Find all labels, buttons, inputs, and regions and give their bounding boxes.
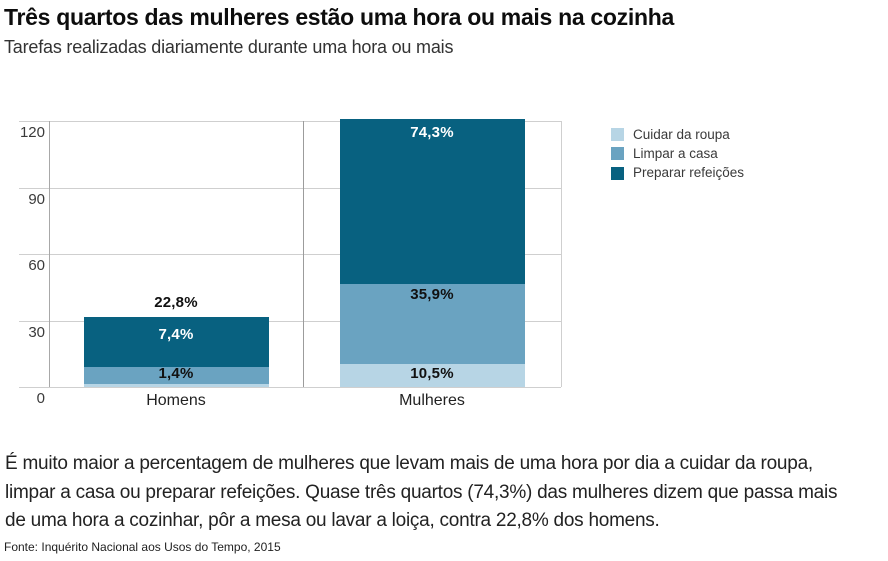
chart-legend: Cuidar da roupa Limpar a casa Preparar ref… (611, 125, 744, 183)
page-title: Três quartos das mulheres estão uma hora… (4, 4, 674, 30)
legend-swatch-icon (611, 147, 624, 161)
panel-divider-line (303, 121, 304, 387)
bar-value-label-limpar-a-casa-mulheres: 35,9% (410, 286, 454, 303)
x-axis-label-mulheres: Mulheres (399, 392, 465, 409)
bar-segment-preparar-refeicoes-homens (83, 316, 269, 368)
source-note: Fonte: Inquérito Nacional aos Usos do Te… (4, 540, 281, 554)
gridline-90 (19, 187, 561, 189)
y-tick-label-90: 90 (28, 190, 45, 208)
bar-segment-limpar-a-casa-homens (83, 367, 269, 384)
body-text: É muito maior a percentagem de mulheres … (5, 453, 838, 531)
y-tick-label-30: 30 (28, 323, 45, 341)
legend-swatch-icon (611, 128, 624, 142)
legend-item-preparar-refeicoes: Preparar refeições (611, 164, 744, 183)
bar-segment-cuidar-da-roupa-homens (83, 383, 269, 387)
gridline-120 (19, 121, 561, 122)
gridline-60 (19, 254, 561, 255)
bar-value-label-preparar-refeicoes-mulheres: 74,3% (410, 124, 454, 141)
bar-value-label-limpar-a-casa-homens: 7,4% (158, 326, 194, 343)
gridline-0 (19, 387, 561, 388)
y-tick-label-60: 60 (28, 257, 45, 274)
bar-value-label-cuidar-da-roupa-homens: 1,4% (158, 365, 194, 382)
x-axis-label-homens: Homens (146, 392, 206, 409)
legend-item-cuidar-da-roupa: Cuidar da roupa (611, 125, 744, 144)
panel-right-edge-line (561, 121, 562, 387)
bar-value-label-cuidar-da-roupa-mulheres: 10,5% (410, 365, 454, 382)
gridline-30 (19, 320, 561, 322)
bar-segment-limpar-a-casa-mulheres (339, 284, 525, 364)
y-tick-label-0: 0 (36, 390, 45, 407)
legend-swatch-icon (611, 166, 624, 180)
y-axis-line (49, 121, 50, 387)
page-subtitle: Tarefas realizadas diariamente durante u… (4, 37, 454, 57)
bar-segment-cuidar-da-roupa-mulheres (339, 363, 525, 387)
legend-label: Limpar a casa (633, 145, 718, 161)
bar-value-label-preparar-refeicoes-homens: 22,8% (154, 294, 198, 311)
legend-label: Preparar refeições (633, 165, 745, 181)
legend-label: Cuidar da roupa (633, 126, 730, 142)
bar-segment-preparar-refeicoes-mulheres (339, 119, 525, 285)
y-tick-label-120: 120 (19, 124, 45, 141)
legend-item-limpar-a-casa: Limpar a casa (611, 144, 744, 163)
